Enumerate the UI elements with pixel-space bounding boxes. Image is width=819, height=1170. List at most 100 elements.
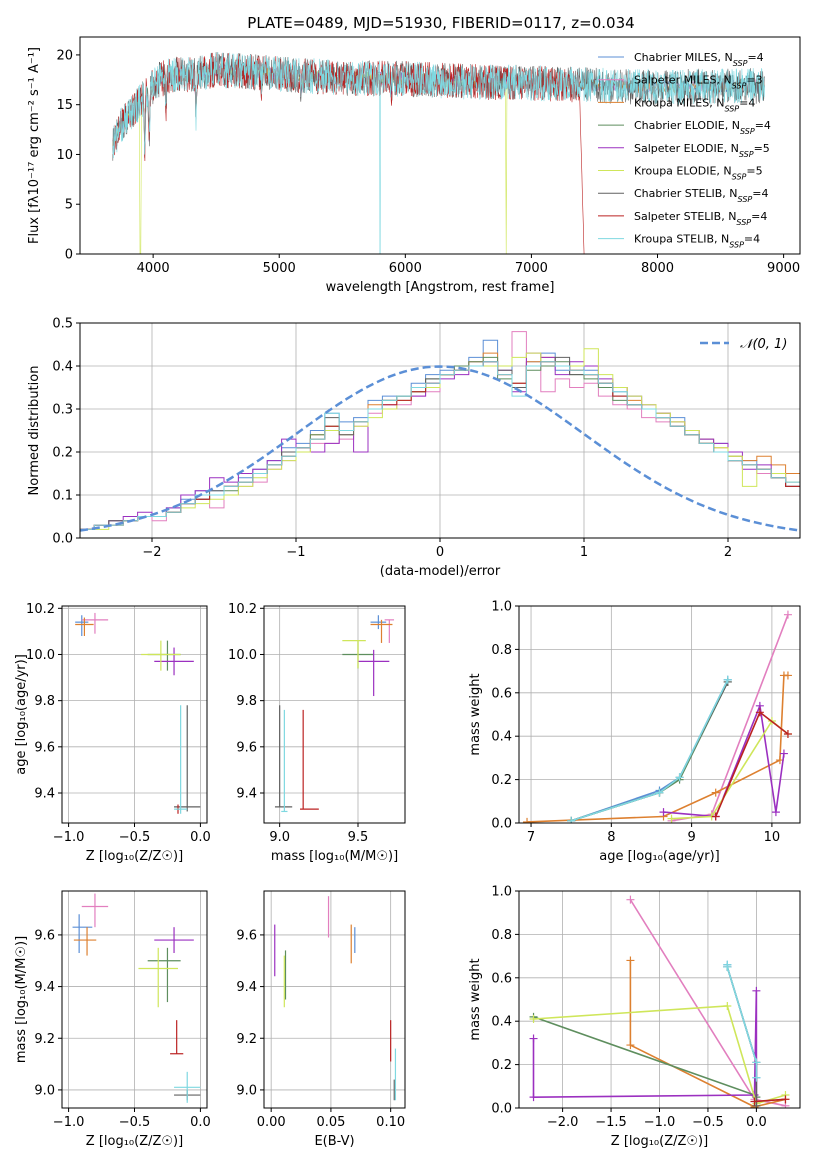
x-tick-label: 0.0 [746,1115,767,1130]
legend-entry: Salpeter ELODIE, NSSP=5 [634,142,770,159]
y-tick-label: 0.6 [491,971,512,986]
x-tick-label: 5000 [263,261,296,276]
legend-entry: Salpeter MILES, NSSP=3 [634,74,763,91]
plot-area [72,893,201,1103]
y-axis-label: Flux [fλ10⁻¹⁷ erg cm⁻² s⁻¹ A⁻¹] [27,47,42,244]
y-axis-label: age [log₁₀(age/yr)] [14,654,29,775]
x-tick-label: 8 [607,830,615,845]
y-tick-label: 9.8 [236,694,257,709]
panel-weight-vs-age: 7 8 9 10 0.0 0.2 0.4 0.6 0.8 1.0 age [log₁₀(age/yr… [468,600,801,864]
gaussian-curve [80,365,800,532]
panel-age-vs-mass: 9.0 9.5 9.4 9.6 9.8 10.0 10.2 mass [log₁₀(M/M☉)… [228,602,406,864]
weight-marker [771,808,780,817]
weight-line [533,1005,786,1105]
y-tick-label: 0.4 [491,730,512,745]
x-axis-label: (data-model)/error [380,564,501,579]
plot-area [529,895,790,1108]
legend-entry: Chabrier MILES, NSSP=4 [634,51,764,68]
x-tick-label: 7000 [515,261,548,276]
panel-mass-vs-Z: −1.0 −0.5 0.0 9.0 9.2 9.4 9.6 Z [log₁₀(Z/Z☉)] ma… [14,890,211,1149]
histogram-step-kroupa-stelib [80,361,800,530]
y-tick-label: 1.0 [491,885,512,900]
y-tick-label: 20 [56,48,73,63]
y-axis-label: mass weight [468,673,483,755]
y-tick-label: 9.4 [236,980,257,995]
weight-marker [755,708,764,717]
y-tick-label: 0.6 [491,686,512,701]
y-tick-label: 1.0 [491,600,512,615]
histogram-step-salpeter-elodie [80,352,800,530]
y-tick-label: 9.8 [34,694,55,709]
weight-line [754,1098,786,1103]
y-tick-label: 9.6 [236,928,257,943]
y-axis-label: Normed distribution [27,366,42,496]
weight-marker [529,1093,538,1102]
weight-marker [529,1015,538,1024]
x-axis-label: E(B-V) [314,1134,354,1149]
plot-area [274,896,397,1101]
y-tick-label: 0.4 [491,1015,512,1030]
y-axis-label: mass [log₁₀(M/M☉)] [14,936,29,1063]
y-tick-label: 0 [65,248,73,263]
weight-line [570,679,729,822]
weight-marker [723,1002,732,1011]
legend-entry: Kroupa STELIB, NSSP=4 [634,233,760,250]
y-tick-label: 9.0 [34,1083,55,1098]
weight-marker [626,895,635,904]
weight-line [533,1016,758,1098]
weight-marker [523,817,532,823]
x-tick-label: 1 [580,545,588,560]
weight-line [526,674,788,823]
weight-marker [781,1095,790,1104]
panel-spectrum: 4000 5000 6000 7000 8000 9000 0 5 10 15 20 Chabrier… [27,36,801,295]
axes-frame [61,605,208,824]
weight-marker [752,986,761,995]
x-tick-label: −0.5 [692,1115,724,1130]
weight-marker [626,1041,635,1050]
x-tick-label: −2 [142,545,161,560]
weight-marker [659,808,668,817]
plot-area [274,615,395,813]
y-tick-label: 9.2 [34,1032,55,1047]
x-tick-label: 7 [527,830,535,845]
axes-frame [518,605,801,824]
axes-frame [263,605,406,824]
x-tick-label: 8000 [641,261,674,276]
gaussian-legend-label: 𝒩(0, 1) [740,337,787,352]
weight-marker [723,962,732,971]
x-tick-label: −0.5 [119,1115,151,1130]
y-tick-label: 9.0 [236,1083,257,1098]
x-tick-label: −0.5 [119,830,151,845]
histogram-step-salpeter-stelib [80,361,800,530]
x-tick-label: −2.0 [547,1115,579,1130]
weight-marker [567,816,576,823]
y-tick-label: 0.2 [491,773,512,788]
panel-weight-vs-Z: −2.0 −1.5 −1.0 −0.5 0.0 0.0 0.2 0.4 0.6 0.8 1.0 Z [… [468,885,801,1149]
weight-marker [711,812,720,821]
x-axis-label: wavelength [Angstrom, rest frame] [326,280,555,295]
y-tick-label: 0.0 [491,1102,512,1117]
weight-marker [752,1101,761,1108]
weight-marker [667,814,676,823]
x-axis-label: age [log₁₀(age/yr)] [599,849,720,864]
y-tick-label: 9.2 [236,1032,257,1047]
x-tick-label: −1.0 [644,1115,676,1130]
y-tick-label: 10.2 [26,602,55,617]
axes-frame [518,890,801,1109]
y-tick-label: 0.5 [52,317,73,332]
x-tick-label: 9.5 [348,830,369,845]
weight-marker [783,610,792,619]
legend-entry: Chabrier STELIB, NSSP=4 [634,187,768,204]
y-tick-label: 0.0 [491,817,512,832]
x-tick-label: 9000 [767,261,800,276]
x-tick-label: 4000 [137,261,170,276]
x-axis-label: Z [log₁₀(Z/Z☉)] [86,1134,183,1149]
y-tick-label: 15 [56,98,73,113]
weight-marker [711,788,720,797]
x-axis-label: Z [log₁₀(Z/Z☉)] [611,1134,708,1149]
legend-entry: Kroupa ELODIE, NSSP=5 [634,165,763,182]
axes-frame [61,890,208,1109]
y-tick-label: 0.0 [52,532,73,547]
y-axis-label: mass weight [468,958,483,1040]
